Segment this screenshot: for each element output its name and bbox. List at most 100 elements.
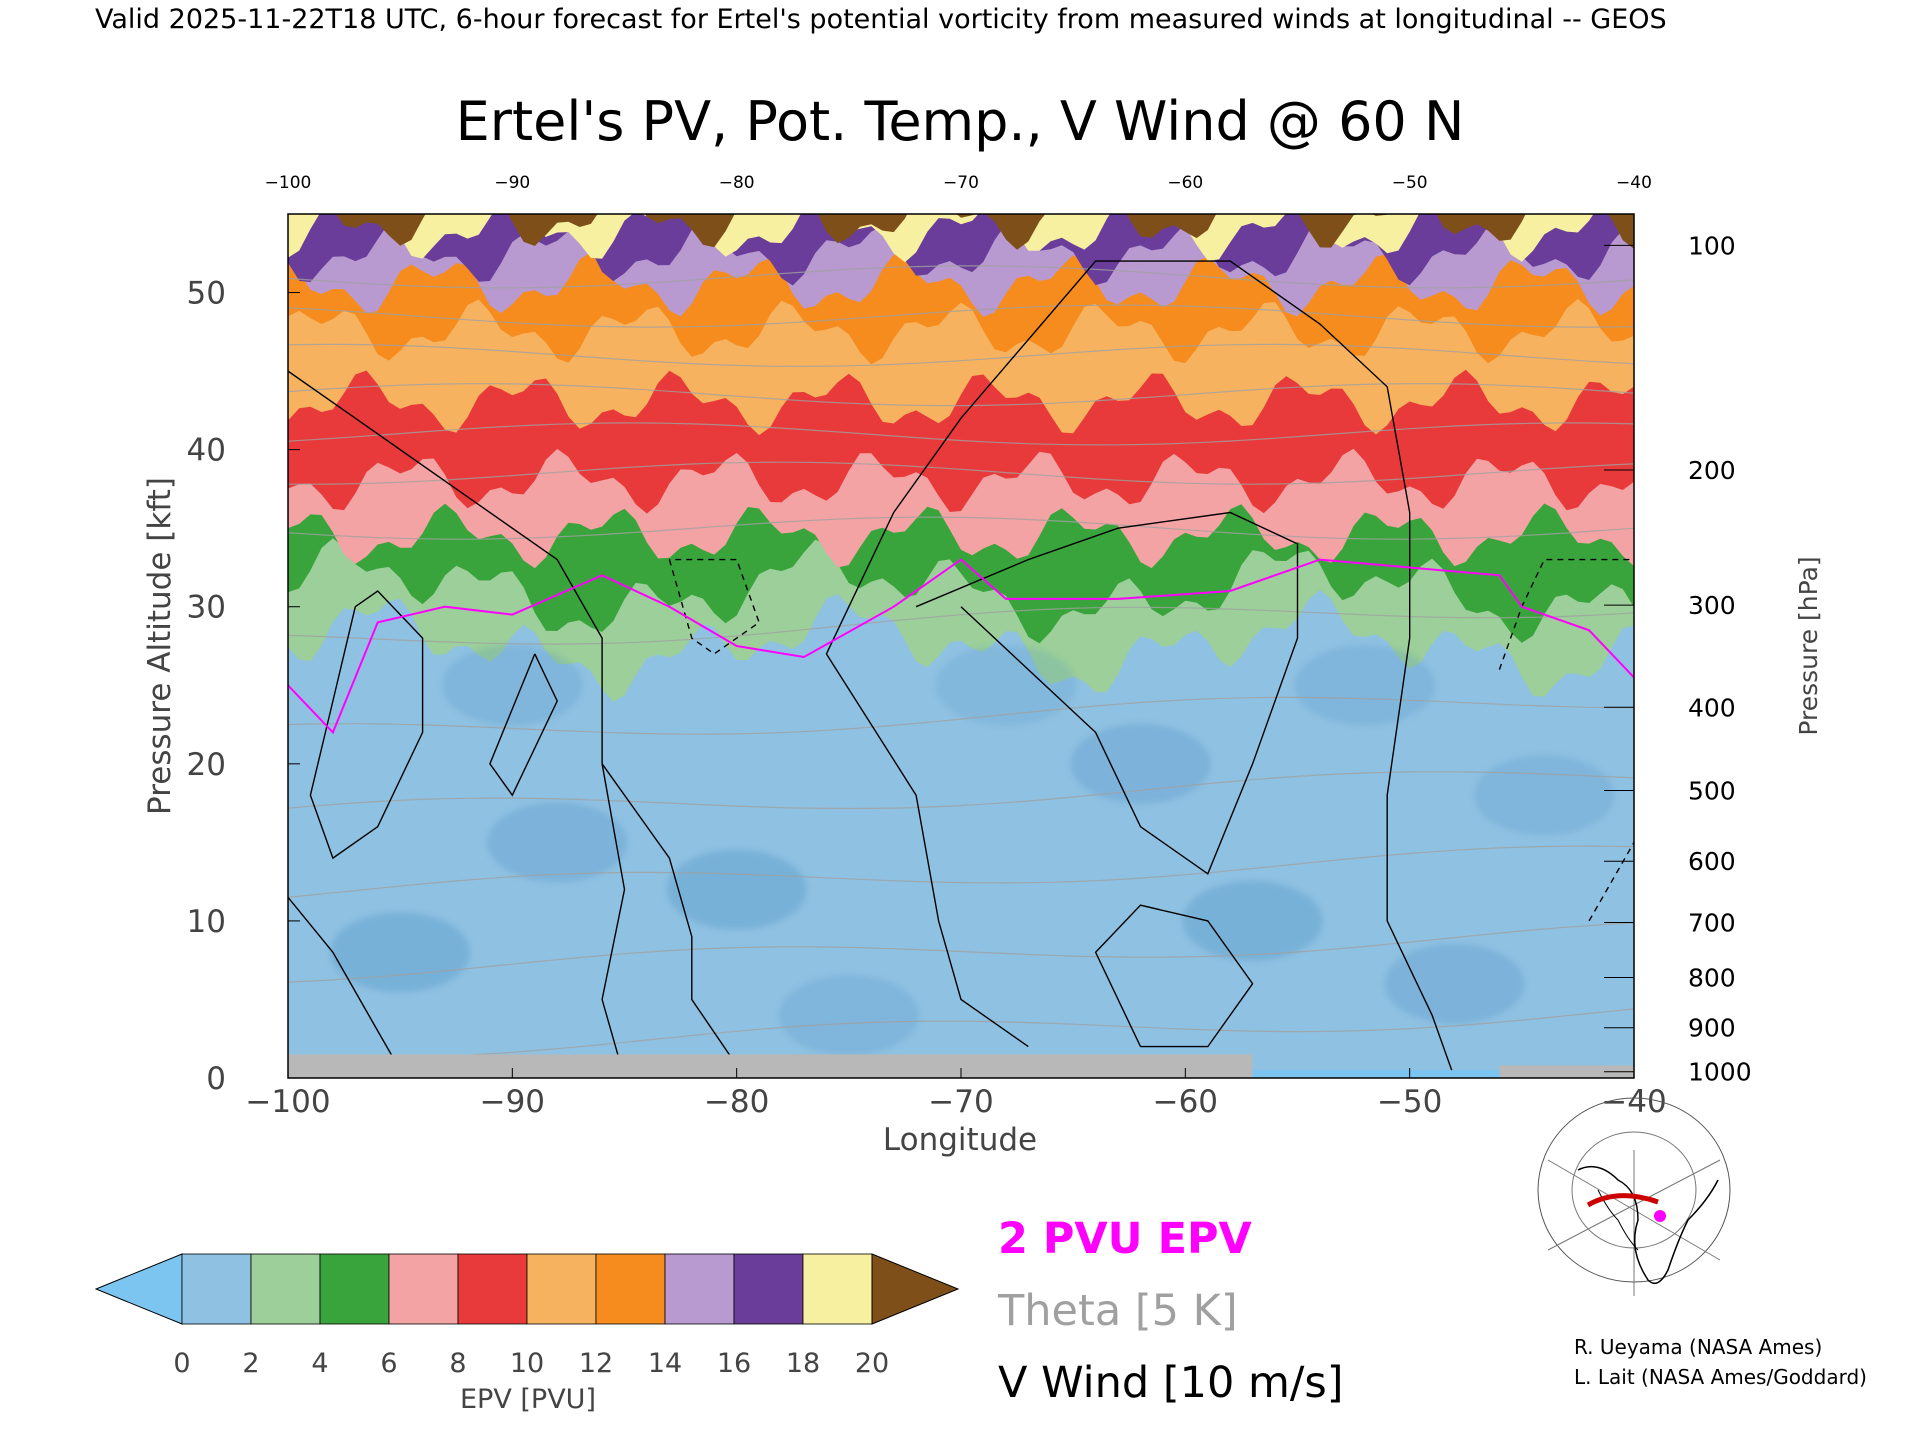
terrain-band [1499, 1065, 1634, 1078]
epv-layer-16pvu [288, 214, 1634, 286]
y-axis-label: Pressure Altitude [kft] [142, 477, 178, 815]
colorbar-segment [457, 1253, 528, 1325]
chart-title: Ertel's PV, Pot. Temp., V Wind @ 60 N [456, 90, 1465, 153]
x-axis-label: Longitude [883, 1122, 1037, 1158]
x-tick-label: −60 [1153, 1084, 1218, 1120]
x-tick-label: −50 [1377, 1084, 1442, 1120]
terrain [288, 1054, 1634, 1078]
theta-contour [288, 696, 1634, 735]
plot-area [288, 214, 1634, 1078]
top-tick-label: −90 [494, 173, 530, 193]
theta-contour [288, 1008, 1634, 1059]
pressure-tick-label: 100 [1688, 231, 1736, 260]
epv-blob [935, 645, 1076, 726]
pressure-tick-label: 400 [1688, 693, 1736, 722]
x-axis: −100 −90 −80 −70 −60 −50 −40 [245, 1068, 1667, 1120]
vwind-contour [601, 763, 738, 1066]
epv-blob [1294, 645, 1435, 726]
theta-contour [288, 265, 1634, 289]
vwind-contours [288, 260, 1634, 1078]
colorbar-label: EPV [PVU] [460, 1384, 596, 1415]
credit-1: R. Ueyama (NASA Ames) [1574, 1335, 1822, 1359]
colorbar-segment [181, 1253, 252, 1325]
legend-vwind: V Wind [10 m/s] [998, 1358, 1344, 1408]
colorbar-segment [733, 1253, 804, 1325]
theta-contour [288, 422, 1634, 446]
top-tick-label: −80 [719, 173, 755, 193]
colorbar-over-arrow [871, 1253, 960, 1325]
epv-blob [487, 802, 628, 883]
pressure-axis: 100 200 300 400 500 600 700 800 900 1000 [1604, 231, 1752, 1087]
colorbar-tick-label: 12 [579, 1348, 613, 1379]
theta-contour [288, 771, 1634, 810]
y-tick-label: 30 [187, 590, 226, 626]
pressure-tick-label: 1000 [1688, 1058, 1752, 1087]
epv-blob [1474, 755, 1615, 836]
colorbar-tick-label: 10 [510, 1348, 544, 1379]
pressure-tick-label: 300 [1688, 591, 1736, 620]
epv-blob [1384, 943, 1525, 1024]
pressure-tick-label: 200 [1688, 456, 1736, 485]
x-tick-label: −80 [704, 1084, 769, 1120]
x-tick-label: −70 [928, 1084, 993, 1120]
vwind-contour [288, 896, 401, 1071]
pressure-tick-label: 800 [1688, 963, 1736, 992]
vwind-contour [668, 558, 760, 655]
vwind-contour [309, 590, 424, 860]
vwind-contour [1094, 904, 1254, 1048]
epv-blob [1070, 723, 1211, 804]
pressure-tick-label: 600 [1688, 847, 1736, 876]
x-tick-label: −100 [245, 1084, 330, 1120]
vwind-contour [1498, 558, 1634, 670]
credit-2: L. Lait (NASA Ames/Goddard) [1574, 1365, 1867, 1389]
theta-contour [288, 304, 1634, 328]
pressure-tick-label: 900 [1688, 1014, 1736, 1043]
colorbar: 0 2 4 6 8 10 12 14 16 18 20 [94, 1253, 960, 1379]
pressure-tick-label: 700 [1688, 908, 1736, 937]
vwind-contour [489, 653, 558, 797]
legend-theta: Theta [5 K] [997, 1286, 1238, 1336]
y-axis: 0 10 20 30 40 50 [187, 276, 300, 1097]
epv-blobs [330, 645, 1615, 1056]
legend-epv: 2 PVU EPV [998, 1214, 1252, 1264]
theta-contour [288, 845, 1634, 898]
colorbar-tick-label: 18 [786, 1348, 820, 1379]
colorbar-tick-label: 16 [717, 1348, 751, 1379]
top-tick-label: −60 [1167, 173, 1203, 193]
colorbar-segment [319, 1253, 390, 1325]
colorbar-under-arrow [94, 1253, 183, 1325]
theta-contour [288, 343, 1634, 368]
epv-blob [330, 912, 471, 993]
colorbar-segment [388, 1253, 459, 1325]
epv-blob [778, 975, 919, 1056]
colorbar-tick-label: 20 [855, 1348, 889, 1379]
terrain-band [288, 1054, 1253, 1078]
vwind-contour [915, 511, 1299, 875]
colorbar-tick-label: 2 [242, 1348, 259, 1379]
y-tick-label: 10 [187, 904, 226, 940]
header-text: Valid 2025-11-22T18 UTC, 6-hour forecast… [95, 4, 1667, 35]
y-tick-label: 20 [187, 747, 226, 783]
colorbar-tick-label: 0 [173, 1348, 190, 1379]
colorbar-segment [250, 1253, 321, 1325]
epv-blob [666, 849, 807, 930]
colorbar-segment [664, 1253, 735, 1325]
pressure-axis-label: Pressure [hPa] [1794, 556, 1823, 735]
y-tick-label: 40 [187, 433, 226, 469]
credits: R. Ueyama (NASA Ames) L. Lait (NASA Ames… [1574, 1335, 1867, 1389]
theta-contour [288, 922, 1634, 983]
two-pvu-contour [288, 558, 1634, 735]
colorbar-segment [526, 1253, 597, 1325]
top-tick-label: −50 [1392, 173, 1428, 193]
epv-blob [442, 645, 583, 726]
theta-contour [288, 383, 1634, 407]
colorbar-segment [595, 1253, 666, 1325]
epv-blob [1182, 880, 1323, 961]
vwind-contour [1588, 842, 1634, 922]
globe-map-icon [1537, 1097, 1731, 1296]
vwind-contour [288, 370, 626, 1078]
theta-contour [288, 461, 1634, 485]
theta-contours [288, 265, 1634, 1059]
colorbar-tick-label: 4 [311, 1348, 328, 1379]
